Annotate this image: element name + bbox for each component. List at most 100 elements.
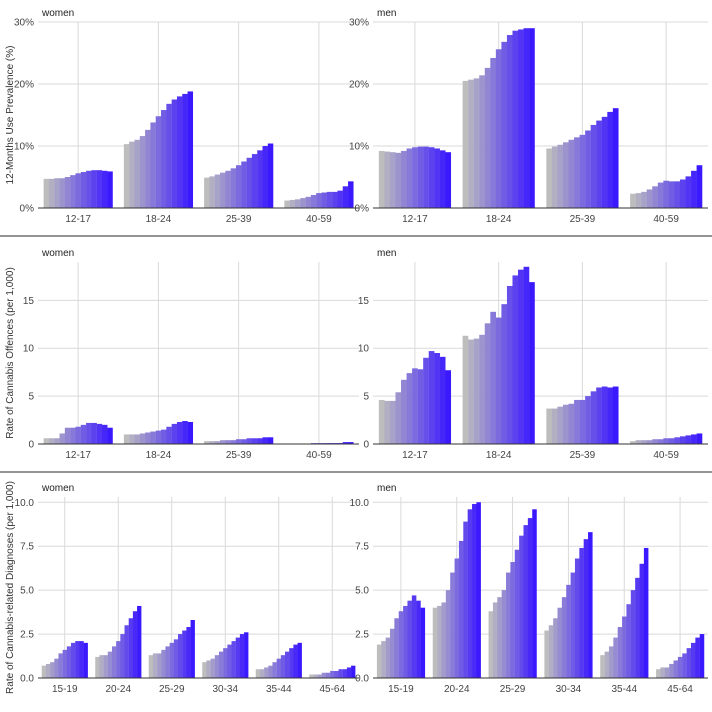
bar bbox=[652, 439, 658, 444]
bar bbox=[316, 193, 322, 208]
y-tick-label: 30% bbox=[349, 18, 369, 29]
bar bbox=[54, 178, 60, 208]
bar bbox=[398, 611, 404, 678]
bar bbox=[390, 628, 395, 678]
bar bbox=[445, 152, 452, 208]
x-tick-label: 25-29 bbox=[500, 684, 526, 695]
bar bbox=[434, 148, 440, 208]
bar bbox=[150, 431, 156, 444]
bar bbox=[220, 172, 226, 208]
bar bbox=[152, 653, 158, 678]
bar bbox=[123, 434, 130, 444]
bar bbox=[630, 590, 636, 678]
y-tick-label: 5 bbox=[28, 392, 34, 403]
bar bbox=[155, 116, 162, 208]
bar bbox=[103, 655, 108, 678]
bar bbox=[80, 172, 87, 208]
bar bbox=[161, 649, 166, 678]
bar bbox=[617, 627, 623, 678]
bar bbox=[378, 150, 385, 208]
bar bbox=[679, 436, 686, 444]
bar bbox=[527, 518, 533, 678]
bar bbox=[218, 651, 224, 678]
bar bbox=[395, 152, 402, 208]
x-tick-label: 20-24 bbox=[444, 684, 470, 695]
bar bbox=[512, 30, 519, 209]
y-tick-label: 10.0 bbox=[15, 498, 35, 509]
bar bbox=[394, 618, 399, 678]
bar bbox=[626, 604, 631, 678]
bar bbox=[501, 41, 508, 209]
bar bbox=[630, 441, 636, 444]
bar bbox=[166, 103, 172, 208]
bar bbox=[145, 129, 151, 208]
bar bbox=[171, 99, 178, 208]
x-tick-label: 40-59 bbox=[653, 450, 679, 461]
x-tick-label: 12-17 bbox=[65, 450, 91, 461]
bar bbox=[43, 178, 50, 208]
bar bbox=[497, 597, 502, 678]
bar bbox=[132, 611, 138, 678]
bar bbox=[544, 630, 549, 678]
bar bbox=[561, 597, 567, 678]
bar bbox=[664, 667, 670, 678]
bar bbox=[225, 440, 231, 444]
bar bbox=[209, 176, 215, 208]
bar bbox=[384, 400, 391, 444]
bar bbox=[96, 170, 103, 208]
bar bbox=[492, 602, 498, 678]
bar bbox=[473, 78, 480, 208]
bar bbox=[276, 658, 281, 678]
bar bbox=[227, 644, 232, 678]
bar bbox=[423, 146, 429, 208]
bar bbox=[325, 672, 331, 678]
x-tick-label: 40-59 bbox=[653, 214, 679, 225]
bar bbox=[161, 110, 167, 208]
bar bbox=[381, 641, 386, 678]
y-tick-label: 10 bbox=[23, 344, 35, 355]
x-tick-label: 40-59 bbox=[306, 214, 332, 225]
bar bbox=[187, 421, 194, 444]
bar bbox=[262, 437, 268, 444]
bar bbox=[635, 193, 642, 208]
bar bbox=[562, 404, 569, 444]
bar bbox=[389, 400, 396, 444]
bar bbox=[225, 170, 231, 208]
bar bbox=[432, 607, 438, 678]
bar bbox=[348, 442, 354, 444]
x-tick-label: 20-24 bbox=[105, 684, 131, 695]
x-tick-label: 12-17 bbox=[402, 450, 428, 461]
facet-label: women bbox=[41, 483, 74, 494]
bar bbox=[214, 174, 221, 208]
bar bbox=[395, 392, 402, 444]
bar bbox=[62, 649, 67, 678]
bar bbox=[685, 435, 692, 444]
bar bbox=[695, 637, 700, 678]
bar bbox=[129, 434, 135, 444]
bar bbox=[378, 399, 385, 444]
y-tick-label: 0.0 bbox=[355, 674, 369, 685]
bar bbox=[579, 134, 586, 208]
y-tick-label: 10% bbox=[14, 142, 34, 153]
x-tick-label: 18-24 bbox=[486, 450, 512, 461]
bar bbox=[646, 189, 653, 208]
bar bbox=[579, 399, 586, 444]
bar bbox=[468, 79, 474, 208]
bar bbox=[423, 357, 429, 444]
bar bbox=[641, 191, 647, 208]
bar bbox=[450, 572, 455, 678]
bar bbox=[280, 655, 286, 678]
bar bbox=[134, 434, 140, 444]
bar bbox=[251, 438, 258, 444]
bar bbox=[652, 186, 658, 208]
bar bbox=[428, 351, 435, 444]
bar bbox=[326, 191, 333, 208]
bar bbox=[251, 154, 258, 208]
bar bbox=[557, 406, 564, 444]
bar bbox=[267, 437, 274, 444]
bar bbox=[139, 433, 146, 444]
bar bbox=[557, 607, 563, 678]
bar bbox=[75, 173, 81, 208]
bar bbox=[510, 562, 515, 678]
y-tick-label: 30% bbox=[14, 18, 34, 29]
